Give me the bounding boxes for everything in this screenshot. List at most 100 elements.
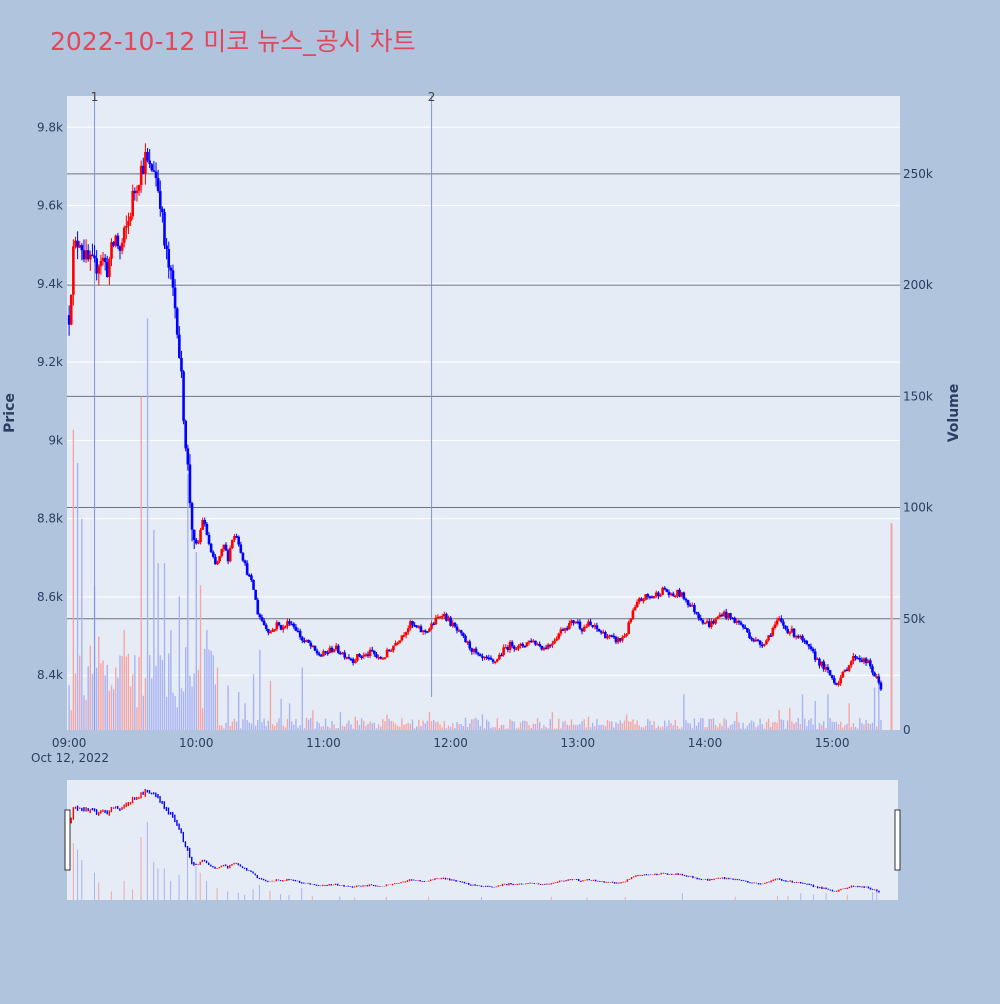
volume-bar: [218, 725, 221, 730]
volume-bar: [776, 722, 778, 730]
navigator-volume-bar: [157, 868, 159, 900]
candle-body: [89, 254, 92, 260]
volume-bar: [528, 725, 530, 730]
candle-body: [466, 641, 469, 643]
volume-bar: [121, 656, 123, 730]
volume-bar: [837, 724, 840, 730]
volume-bar: [261, 722, 263, 730]
volume-bar: [282, 725, 284, 730]
volume-bar: [579, 723, 581, 730]
candle-body: [279, 625, 283, 630]
candle-body: [479, 654, 482, 657]
volume-bar: [284, 727, 287, 730]
volume-bar: [265, 726, 267, 730]
volume-bar: [774, 721, 776, 730]
volume-bar: [799, 724, 802, 730]
volume-bar: [721, 725, 723, 730]
candle-body: [627, 622, 630, 635]
volume-bar: [98, 636, 100, 730]
candle-body: [284, 626, 287, 628]
candle-body: [78, 245, 82, 248]
volume-bar: [144, 678, 147, 730]
volume-bar: [191, 686, 193, 730]
candle-body: [383, 657, 387, 659]
candle-body: [835, 682, 838, 685]
candle-body: [417, 626, 421, 628]
navigator-volume-bar: [339, 896, 341, 900]
volume-bar: [547, 728, 549, 730]
candle-body: [608, 635, 611, 637]
volume-bar: [106, 664, 108, 730]
volume-bar: [401, 718, 403, 730]
volume-bar: [833, 722, 835, 730]
candle-body: [288, 621, 291, 624]
volume-bar: [566, 724, 568, 730]
volume-bar: [568, 725, 571, 730]
candle-body: [534, 640, 537, 645]
candle-body: [379, 657, 382, 659]
candle-body: [398, 640, 402, 643]
candle-body: [247, 574, 251, 577]
candle-body: [845, 669, 849, 672]
candle-body: [80, 245, 84, 251]
navigator-volume-bar: [244, 894, 246, 900]
candle-body: [298, 630, 302, 638]
volume-bar: [685, 720, 687, 730]
candle-body: [364, 654, 368, 656]
candle-body: [370, 649, 374, 652]
range-slider[interactable]: [64, 780, 901, 900]
volume-bar: [95, 667, 98, 730]
main-plot[interactable]: 1 2 9.8k 9.6k 9.4k 9.2k 9k 8.8k 8.6k 8.4k 250k 200k…: [2, 90, 962, 765]
volume-bar: [700, 718, 702, 730]
candle-body: [676, 589, 679, 596]
candle-body: [788, 632, 792, 634]
volume-bar: [240, 728, 242, 730]
volume-bar: [199, 585, 202, 730]
volume-bar: [473, 718, 475, 730]
candle-body: [339, 652, 342, 655]
candle-body: [521, 643, 525, 647]
navigator-volume-bar: [72, 843, 74, 900]
candle-body: [500, 654, 503, 657]
candle-body: [695, 611, 698, 614]
candle-body: [832, 678, 836, 683]
navigator-volume-bar: [872, 892, 874, 900]
volume-bar: [437, 721, 439, 730]
volume-bar: [441, 727, 443, 730]
range-slider-left-handle[interactable]: [64, 809, 71, 871]
candle-body: [601, 632, 605, 634]
volume-bar: [333, 724, 335, 730]
candle-body: [178, 334, 181, 358]
volume-bar: [466, 726, 469, 730]
candle-body: [822, 661, 825, 670]
candle-body: [803, 640, 806, 642]
candle-body: [610, 635, 614, 637]
volume-bar: [426, 720, 429, 730]
volume-bar: [846, 723, 848, 730]
candle-body: [654, 592, 658, 597]
volume-bar: [483, 728, 486, 730]
candle-body: [167, 248, 171, 268]
volume-bar: [558, 718, 560, 730]
volume-bar: [530, 727, 532, 730]
candle-body: [487, 657, 491, 660]
candle-body: [411, 621, 414, 625]
volume-bar: [780, 719, 783, 730]
candle-body: [542, 647, 546, 650]
candle-body: [574, 621, 578, 624]
volume-bar: [293, 724, 295, 730]
volume-tick-label: 250k: [903, 167, 933, 181]
candle-body: [250, 575, 253, 581]
candle-body: [604, 632, 607, 639]
navigator-volume-bar: [876, 890, 878, 900]
candle-body: [239, 544, 243, 553]
candle-body: [402, 635, 406, 637]
volume-bar: [538, 722, 541, 730]
candle-body: [271, 629, 274, 633]
volume-bar: [187, 474, 189, 730]
volume-bar: [142, 695, 145, 730]
volume-bar: [157, 563, 159, 730]
range-slider-right-handle[interactable]: [894, 809, 901, 871]
candle-body: [612, 635, 616, 638]
navigator-volume-bar: [280, 894, 282, 900]
